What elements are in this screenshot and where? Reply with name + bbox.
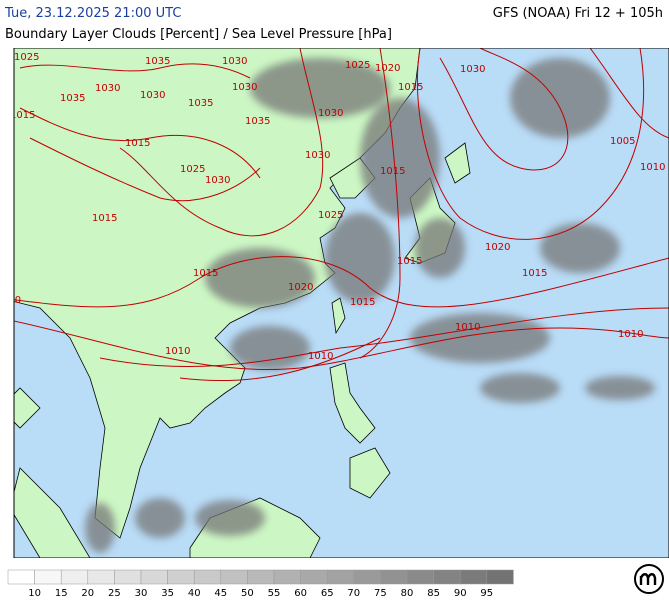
legend-swatch xyxy=(406,569,434,585)
isobar-label: 1015 xyxy=(522,268,547,279)
legend-label: 40 xyxy=(188,588,201,599)
isobar-label: 1035 xyxy=(188,98,213,109)
legend-swatch xyxy=(433,569,461,585)
legend-label: 70 xyxy=(347,588,360,599)
legend-label: 25 xyxy=(108,588,121,599)
legend-swatch xyxy=(60,569,89,585)
logo xyxy=(634,564,664,594)
legend-label: 50 xyxy=(241,588,254,599)
isobar-label: 1015 xyxy=(193,268,218,279)
isobar-labels: 1025 1035 1030 1030 1035 1030 1025 1020 … xyxy=(2,52,665,362)
isobar-label: 1015 xyxy=(397,256,422,267)
legend-swatch xyxy=(87,569,115,585)
isobar-label: 1010 xyxy=(618,329,643,340)
isobar-label: 1015 xyxy=(398,82,423,93)
legend-label: 60 xyxy=(294,588,307,599)
legend-swatch xyxy=(247,569,275,585)
legend-label: 15 xyxy=(55,588,68,599)
legend-label: 35 xyxy=(161,588,174,599)
isobar-label: 1015 xyxy=(380,166,405,177)
legend-label: 55 xyxy=(268,588,281,599)
isobars xyxy=(14,48,669,382)
isobar-label: 1030 xyxy=(140,90,165,101)
isobar-label: 1005 xyxy=(610,136,635,147)
map-frame xyxy=(13,48,669,558)
isobar-label: 010 xyxy=(2,295,21,306)
legend-swatch xyxy=(140,569,168,585)
isobar-label: 1010 xyxy=(308,351,333,362)
clouds xyxy=(85,58,655,553)
isobar-label: 1015 xyxy=(10,110,35,121)
legend-swatch xyxy=(167,569,195,585)
legend-label: 10 xyxy=(28,588,41,599)
model-run: GFS (NOAA) Fri 12 + 105h xyxy=(492,6,663,21)
legend-label: 20 xyxy=(81,588,94,599)
legend-label: 90 xyxy=(454,588,467,599)
legend: 10 15 20 25 30 35 40 45 50 55 60 65 70 75 80 85 90 95 xyxy=(7,564,664,599)
legend-swatch xyxy=(7,569,35,585)
legend-label: 75 xyxy=(374,588,387,599)
legend-swatch xyxy=(300,569,328,585)
isobar-label: 1010 xyxy=(455,322,480,333)
legend-label: 95 xyxy=(480,588,493,599)
legend-swatch xyxy=(273,569,301,585)
legend-label: 45 xyxy=(214,588,227,599)
datetime: Tue, 23.12.2025 21:00 UTC xyxy=(5,6,182,21)
isobar-label: 1020 xyxy=(375,63,400,74)
legend-swatch xyxy=(193,569,222,585)
isobar-label: 1030 xyxy=(205,175,230,186)
isobar-label: 1010 xyxy=(165,346,190,357)
isobar-label: 1030 xyxy=(232,82,257,93)
isobar-label: 1035 xyxy=(60,93,85,104)
isobar-label: 1035 xyxy=(145,56,170,67)
map-title: Boundary Layer Clouds [Percent] / Sea Le… xyxy=(5,27,392,42)
map-body: 1025 1035 1030 1030 1035 1030 1025 1020 … xyxy=(2,48,669,558)
isobar-label: 1025 xyxy=(180,164,205,175)
weather-map: 1025 1035 1030 1030 1035 1030 1025 1020 … xyxy=(2,48,669,558)
legend-label: 30 xyxy=(135,588,148,599)
isobar-label: 1030 xyxy=(460,64,485,75)
isobar-label: 1025 xyxy=(318,210,343,221)
legend-swatch xyxy=(380,569,408,585)
legend-swatch xyxy=(459,569,488,585)
isobar-label: 1030 xyxy=(318,108,343,119)
isobar-label: 1015 xyxy=(125,138,150,149)
legend-label: 65 xyxy=(321,588,334,599)
legend-swatch xyxy=(486,569,514,585)
legend-swatch xyxy=(326,569,355,585)
isobar-label: 1020 xyxy=(485,242,510,253)
legend-swatch xyxy=(114,569,142,585)
isobar-label: 1035 xyxy=(245,116,270,127)
legend-swatch xyxy=(220,569,248,585)
isobar-label: 1025 xyxy=(345,60,370,71)
legend-swatches: 10 15 20 25 30 35 40 45 50 55 60 65 70 75 80 85 90 95 xyxy=(7,569,514,599)
isobar-label: 1030 xyxy=(95,83,120,94)
isobar-label: 1025 xyxy=(14,52,39,63)
isobar-label: 1015 xyxy=(350,297,375,308)
legend-label: 80 xyxy=(401,588,414,599)
isobar-label: 1030 xyxy=(222,56,247,67)
legend-swatch xyxy=(34,569,62,585)
isobar-label: 1015 xyxy=(92,213,117,224)
isobar-label: 1020 xyxy=(288,282,313,293)
isobar-label: 1030 xyxy=(305,150,330,161)
logo-mark xyxy=(639,573,657,585)
isobar-label: 1010 xyxy=(640,162,665,173)
legend-swatch xyxy=(353,569,381,585)
legend-label: 85 xyxy=(427,588,440,599)
